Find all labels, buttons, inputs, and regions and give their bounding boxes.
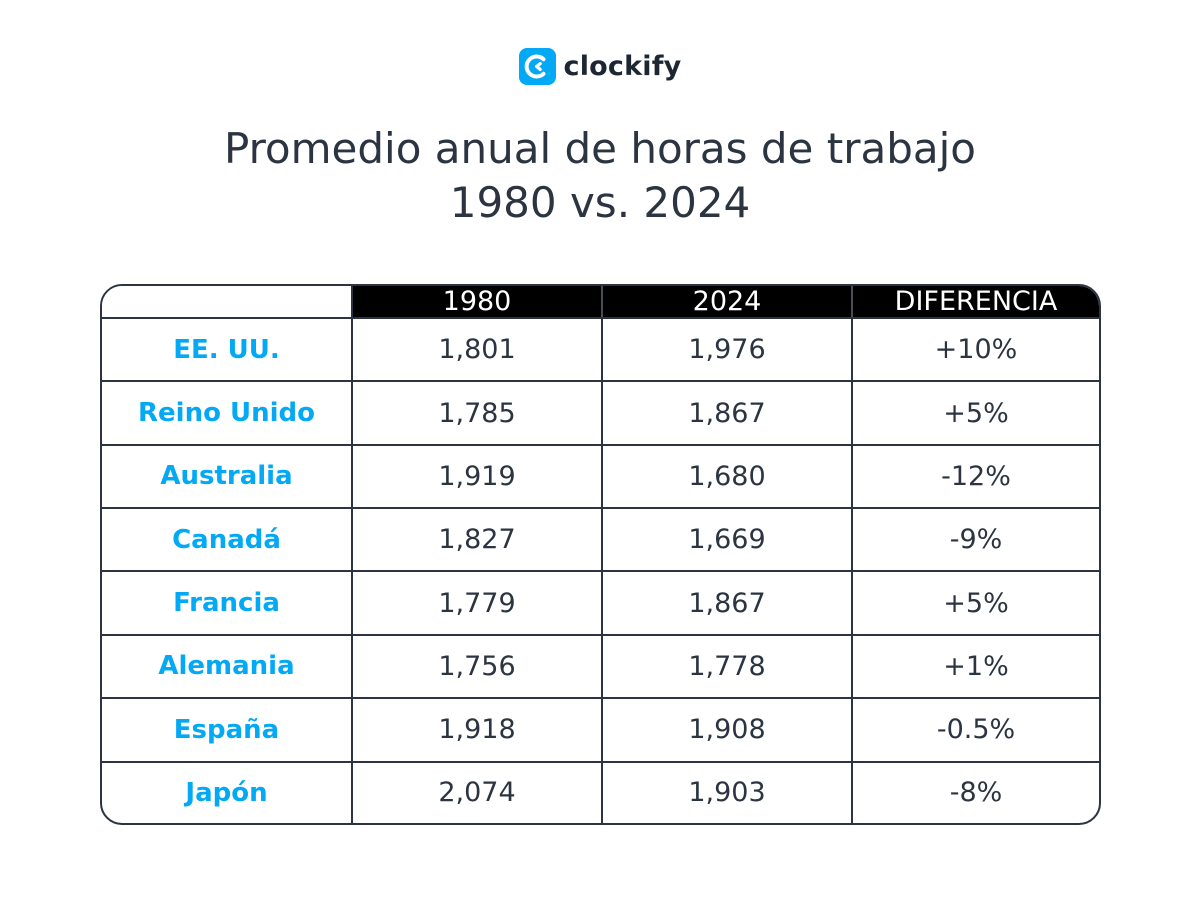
value-2024-cell: 1,903 xyxy=(602,761,853,823)
diff-cell: -12% xyxy=(852,444,1099,510)
value-2024-cell: 1,778 xyxy=(602,634,853,700)
value-1980-cell: 1,919 xyxy=(352,444,603,510)
table-row: EE. UU. 1,801 1,976 +10% xyxy=(102,318,1099,383)
brand-logo: clockify xyxy=(0,48,1200,85)
country-cell: España xyxy=(102,698,353,763)
table-row: Reino Unido 1,785 1,867 +5% xyxy=(102,381,1099,446)
country-cell: Japón xyxy=(102,761,353,823)
brand-name: clockify xyxy=(563,51,682,82)
hours-table-container: 1980 2024 DIFERENCIA EE. UU. 1,801 1,976… xyxy=(100,284,1101,825)
value-1980-cell: 2,074 xyxy=(352,761,603,823)
header-1980: 1980 xyxy=(352,286,603,319)
country-cell: Francia xyxy=(102,571,353,636)
value-1980-cell: 1,801 xyxy=(352,318,603,383)
diff-cell: -9% xyxy=(852,508,1099,573)
value-2024-cell: 1,908 xyxy=(602,698,853,763)
page-title: Promedio anual de horas de trabajo 1980 … xyxy=(0,122,1200,230)
country-cell: Alemania xyxy=(102,634,353,700)
clockify-logo-icon xyxy=(518,48,556,85)
diff-cell: -8% xyxy=(949,777,1003,809)
title-line-1: Promedio anual de horas de trabajo xyxy=(224,124,976,173)
table-row: Alemania 1,756 1,778 +1% xyxy=(102,634,1099,700)
value-1980-cell: 1,918 xyxy=(352,698,603,763)
diff-cell: -0.5% xyxy=(852,698,1099,763)
title-line-2: 1980 vs. 2024 xyxy=(449,178,751,227)
value-2024-cell: 1,867 xyxy=(602,571,853,636)
value-1980-cell: 1,756 xyxy=(352,634,603,700)
table-row: Japón 2,074 1,903 -8% xyxy=(102,761,1099,823)
country-cell: Australia xyxy=(102,444,353,510)
diff-cell: +5% xyxy=(852,571,1099,636)
value-1980-cell: 1,785 xyxy=(352,381,603,446)
value-2024-cell: 1,680 xyxy=(602,444,853,510)
header-diferencia: DIFERENCIA xyxy=(852,286,1099,319)
country-cell: EE. UU. xyxy=(102,318,353,383)
table-header-row: 1980 2024 DIFERENCIA xyxy=(102,286,1099,319)
diff-cell: +10% xyxy=(852,318,1099,383)
table-row: Canadá 1,827 1,669 -9% xyxy=(102,508,1099,573)
country-cell: Reino Unido xyxy=(102,381,353,446)
value-2024-cell: 1,867 xyxy=(602,381,853,446)
country-cell: Canadá xyxy=(102,508,353,573)
hours-table: 1980 2024 DIFERENCIA EE. UU. 1,801 1,976… xyxy=(102,286,1099,823)
header-corner-cell xyxy=(102,286,353,319)
value-1980-cell: 1,779 xyxy=(352,571,603,636)
header-2024: 2024 xyxy=(602,286,853,319)
diff-cell: +1% xyxy=(852,634,1099,700)
table-row: Francia 1,779 1,867 +5% xyxy=(102,571,1099,636)
value-2024-cell: 1,669 xyxy=(602,508,853,573)
table-row: Australia 1,919 1,680 -12% xyxy=(102,444,1099,510)
value-1980-cell: 1,827 xyxy=(352,508,603,573)
diff-cell: +5% xyxy=(852,381,1099,446)
table-row: España 1,918 1,908 -0.5% xyxy=(102,698,1099,763)
value-2024-cell: 1,976 xyxy=(602,318,853,383)
